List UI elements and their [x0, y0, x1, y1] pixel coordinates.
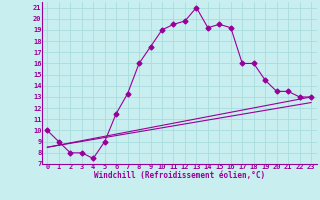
X-axis label: Windchill (Refroidissement éolien,°C): Windchill (Refroidissement éolien,°C)	[94, 171, 265, 180]
